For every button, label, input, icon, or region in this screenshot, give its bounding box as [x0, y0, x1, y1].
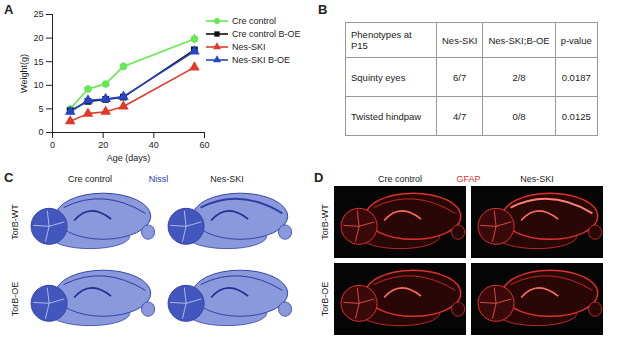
html-text:Nes-SKI: Nes-SKI [232, 41, 266, 52]
svg-text:0: 0 [38, 127, 43, 137]
svg-text:TorB-WT: TorB-WT [320, 204, 330, 240]
html-text:0.0187: 0.0187 [561, 71, 591, 83]
svg-text:20: 20 [98, 140, 108, 150]
svg-text:TorB-OE: TorB-OE [320, 282, 330, 317]
html-text:0.0125: 0.0125 [561, 110, 591, 122]
svg-text:Nes-SKI: Nes-SKI [520, 174, 554, 184]
html-text:Squinty eyes: Squinty eyes [351, 71, 406, 83]
svg-text:TorB-OE: TorB-OE [10, 282, 20, 317]
html-text:Nes-SKI: Nes-SKI [442, 34, 478, 46]
html-text:Twisted hindpaw: Twisted hindpaw [351, 110, 422, 122]
html-text:C: C [4, 170, 14, 185]
svg-text:Cre control: Cre control [68, 174, 112, 184]
html-text:D: D [314, 170, 324, 185]
html-text:2/8: 2/8 [512, 71, 526, 83]
svg-text:60: 60 [199, 140, 209, 150]
svg-text:Weight(g): Weight(g) [19, 54, 29, 93]
svg-text:10: 10 [33, 80, 43, 90]
html-text:Cre control B-OE: Cre control B-OE [232, 28, 301, 39]
html-text:Phenotypes at P15: Phenotypes at P15 [351, 29, 412, 51]
html-text:Cre control: Cre control [232, 15, 276, 26]
svg-text:20: 20 [33, 33, 43, 43]
svg-text:Age (days): Age (days) [107, 153, 151, 163]
html-text:B: B [318, 2, 328, 17]
html-text:p-value: p-value [560, 34, 592, 46]
html-text:A: A [4, 2, 14, 17]
svg-text:5: 5 [38, 104, 43, 114]
html-text:6/7: 6/7 [453, 71, 467, 83]
svg-text:0: 0 [50, 140, 55, 150]
html-text:0/8: 0/8 [512, 110, 526, 122]
svg-text:GFAP: GFAP [456, 174, 480, 184]
svg-text:15: 15 [33, 57, 43, 67]
svg-text:Cre control: Cre control [378, 174, 422, 184]
svg-text:25: 25 [33, 9, 43, 19]
html-text:Nes-SKI B-OE: Nes-SKI B-OE [232, 54, 290, 65]
svg-text:Nissl: Nissl [149, 174, 169, 184]
html-text:Nes-SKI;B-OE: Nes-SKI;B-OE [488, 34, 550, 46]
svg-text:40: 40 [149, 140, 159, 150]
html-text:4/7: 4/7 [453, 110, 467, 122]
svg-text:Nes-SKI: Nes-SKI [210, 174, 244, 184]
svg-text:TorB-WT: TorB-WT [10, 204, 20, 240]
